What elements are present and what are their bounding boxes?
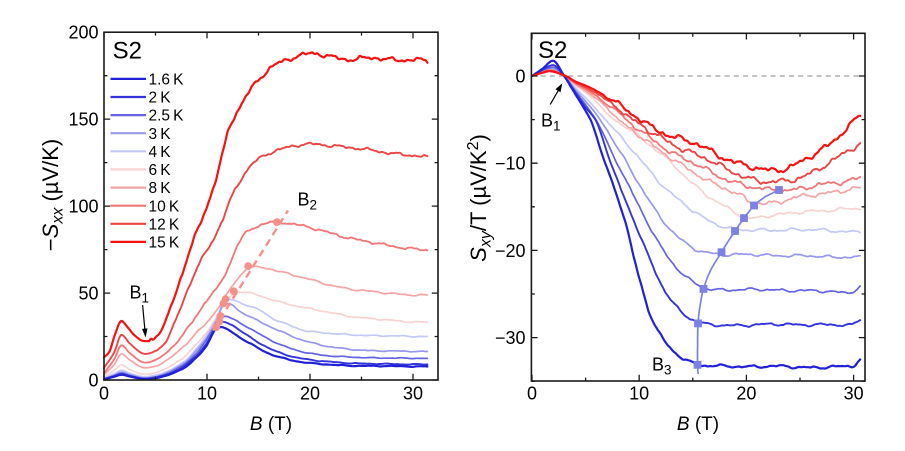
- svg-text:0: 0: [527, 383, 537, 403]
- svg-text:3 K: 3 K: [149, 126, 172, 143]
- svg-text:100: 100: [68, 197, 98, 217]
- svg-text:−Sxx (µV/K): −Sxx (µV/K): [38, 139, 67, 251]
- svg-text:B (T): B (T): [677, 414, 719, 435]
- svg-text:−20: −20: [495, 241, 526, 261]
- svg-text:2 K: 2 K: [149, 90, 172, 107]
- svg-text:10: 10: [629, 383, 649, 403]
- svg-text:30: 30: [844, 383, 864, 403]
- svg-text:−30: −30: [495, 328, 526, 348]
- svg-text:−10: −10: [495, 154, 526, 174]
- svg-text:4 K: 4 K: [149, 144, 172, 161]
- svg-text:Sxy/T (µV/K2): Sxy/T (µV/K2): [465, 134, 495, 262]
- svg-text:2.5 K: 2.5 K: [149, 108, 185, 125]
- svg-text:150: 150: [68, 110, 98, 130]
- svg-text:10: 10: [197, 383, 217, 403]
- svg-text:B (T): B (T): [250, 414, 292, 435]
- svg-text:20: 20: [300, 383, 320, 403]
- svg-text:0: 0: [88, 371, 98, 391]
- svg-text:20: 20: [736, 383, 756, 403]
- svg-text:6 K: 6 K: [149, 162, 172, 179]
- svg-text:12 K: 12 K: [149, 216, 180, 233]
- svg-text:15 K: 15 K: [149, 234, 180, 251]
- svg-text:1.6 K: 1.6 K: [149, 72, 185, 89]
- svg-text:0: 0: [515, 67, 525, 87]
- svg-text:30: 30: [403, 383, 423, 403]
- svg-text:10 K: 10 K: [149, 198, 180, 215]
- svg-text:8 K: 8 K: [149, 180, 172, 197]
- svg-text:S2: S2: [113, 37, 142, 64]
- svg-text:0: 0: [99, 383, 109, 403]
- svg-text:200: 200: [68, 23, 98, 43]
- svg-text:50: 50: [78, 284, 98, 304]
- svg-text:S2: S2: [538, 37, 567, 64]
